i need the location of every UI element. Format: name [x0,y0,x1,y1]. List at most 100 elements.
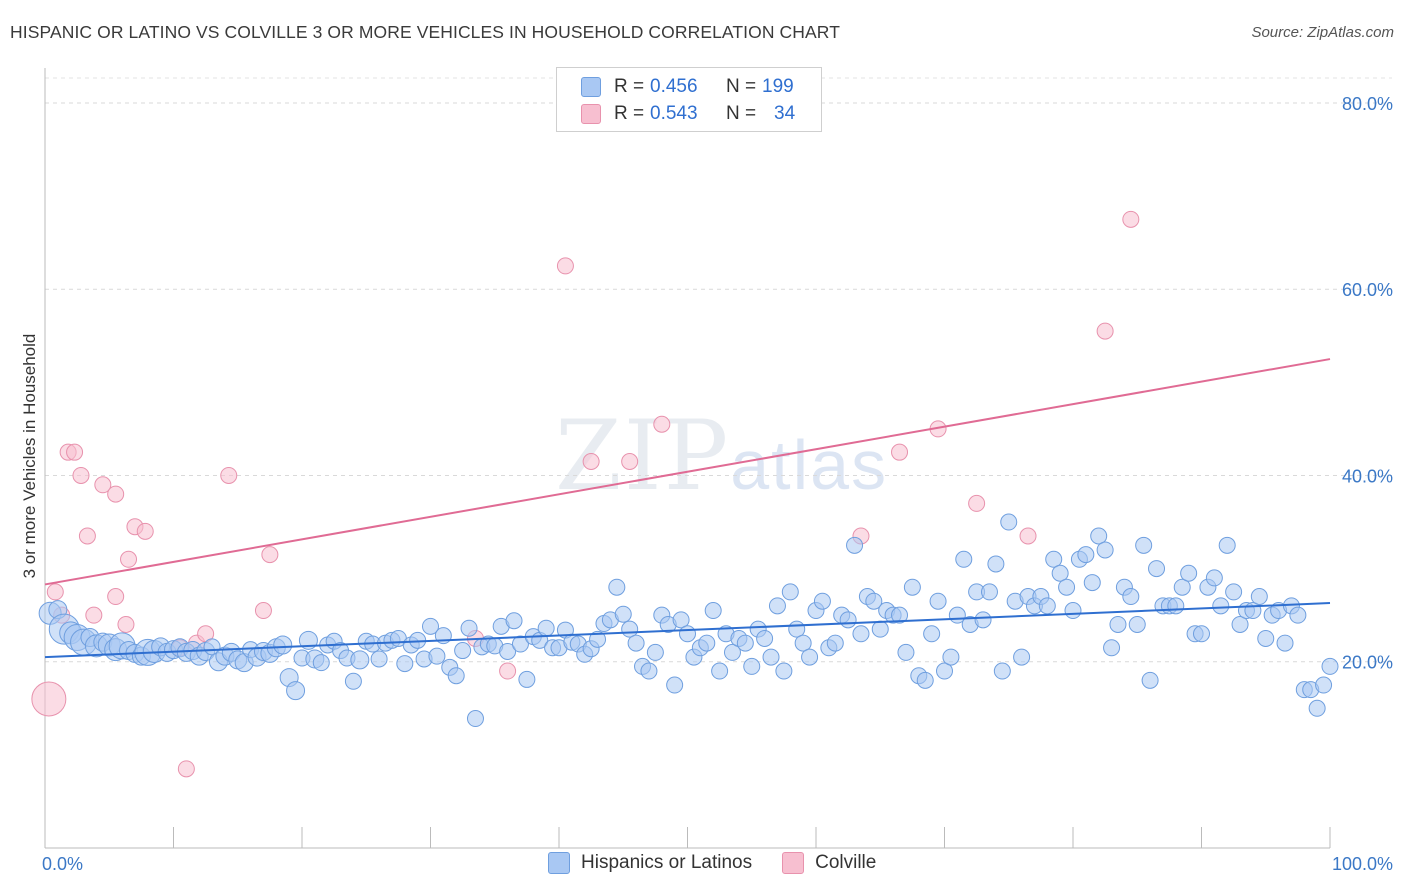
hispanic-point [743,657,761,675]
hispanic-point [1193,625,1210,643]
colville-point [1019,527,1037,545]
hispanic-point [1308,699,1326,717]
hispanic-point [1109,615,1127,633]
legend-r-value: 0.543 [650,103,698,124]
hispanic-point [1077,546,1095,564]
legend-n-label: N = [726,103,757,124]
hispanic-point [865,592,883,610]
hispanic-point [711,662,729,680]
hispanic-point [589,630,607,648]
hispanic-point [762,648,780,666]
colville-point [254,602,272,620]
hispanic-point [1141,671,1159,689]
hispanic-point [1045,550,1063,568]
hispanic-point [370,650,388,668]
hispanic-point [286,681,306,701]
hispanic-point [1315,676,1333,694]
hispanic-point [466,710,484,728]
hispanic-point [1167,597,1185,615]
hispanic-point [756,629,774,647]
hispanic-point [679,625,696,643]
colville-point [31,681,67,717]
legend-row-hispanic: R = 0.456 N = 199 [581,75,794,99]
colville-point [261,546,279,564]
hispanic-point [1051,564,1069,582]
hispanic-point [1122,588,1140,606]
hispanic-point [672,611,690,629]
hispanic-point [891,606,909,624]
hispanic-point [704,602,722,620]
hispanic-point [974,611,992,629]
hispanic-point [422,617,439,635]
bottom-legend-hispanic[interactable]: Hispanics or Latinos [548,852,752,874]
legend-r-value: 0.456 [650,76,698,97]
legend-swatch-colville [581,104,601,124]
hispanic-point [897,643,915,661]
hispanic-point [1225,583,1243,601]
colville-points [31,210,1140,778]
colville-point [968,494,986,512]
bottom-legend-label-hispanic: Hispanics or Latinos [581,852,753,873]
hispanic-point [929,592,947,610]
hispanic-point [993,662,1011,680]
legend-row-colville: R = 0.543 N = 34 [581,102,795,126]
hispanic-point [1064,602,1082,620]
hispanic-point [1083,574,1101,592]
legend-r-label: R = [614,76,645,97]
hispanic-point [460,619,478,637]
colville-point [1096,322,1114,340]
tick-labels: 20.0% 40.0% 60.0% 80.0% 0.0% 100.0% 3 or more … [20,94,1393,874]
chart-title: HISPANIC OR LATINO VS COLVILLE 3 OR MORE… [10,22,841,42]
colville-point [120,550,138,568]
hispanic-point [312,654,330,672]
colville-point [107,485,125,503]
hispanic-point [666,676,684,694]
hispanic-points [38,513,1339,728]
hispanic-point [1180,564,1198,582]
hispanic-point [1218,536,1236,554]
hispanic-point [846,536,864,554]
hispanic-point [775,662,793,680]
y-tick-label: 60.0% [1342,280,1393,300]
axes [44,68,1331,849]
bottom-legend-colville[interactable]: Colville [782,852,876,874]
colville-point [556,257,574,275]
hispanic-point [813,592,831,610]
legend-swatch-hispanic [581,77,601,97]
legend-n-value: 34 [774,103,796,124]
hispanic-point [273,635,293,655]
hispanic-point [916,671,934,689]
hispanic-point [1000,513,1018,531]
hispanic-point [1058,578,1076,596]
hispanic-point [736,634,754,652]
colville-point [653,415,671,433]
colville-point [78,527,96,545]
hispanic-point [698,634,716,652]
hispanic-point [980,583,998,601]
hispanic-point [518,670,536,688]
colville-point [499,662,517,680]
hispanic-point [1289,606,1307,624]
hispanic-point [1090,527,1108,545]
hispanic-point [428,647,446,665]
hispanic-point [871,620,889,638]
watermark-atlas: atlas [730,426,889,504]
hispanic-point [1250,588,1268,606]
colville-point [1122,210,1140,228]
hispanic-point [614,605,632,623]
bottom-legend-swatch-hispanic [548,852,570,874]
colville-point [94,476,112,494]
y-tick-label: 80.0% [1342,94,1393,114]
trend-lines [44,358,1331,659]
bottom-legend-label-colville: Colville [815,852,877,873]
colville-trend-line [44,358,1331,586]
hispanic-point [1231,615,1249,633]
legend-r-label: R = [614,103,645,124]
hispanic-point [852,625,870,643]
colville-point [72,466,90,484]
hispanic-point [826,634,844,652]
colville-point [136,522,154,540]
hispanic-point [505,612,523,630]
colville-point [117,615,135,633]
